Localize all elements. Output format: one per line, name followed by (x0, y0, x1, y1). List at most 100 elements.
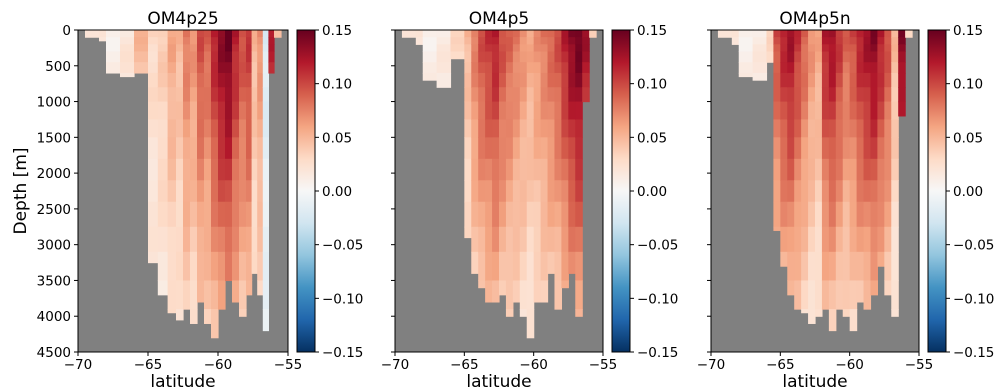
y-axis-label: Depth [m] (11, 147, 31, 234)
heatmap-cell (211, 101, 219, 121)
heatmap-cell (512, 44, 521, 53)
heatmap-cell (821, 180, 830, 203)
heatmap-cell (257, 280, 264, 296)
heatmap-cell (211, 51, 219, 63)
heatmap-cell (554, 30, 562, 38)
heatmap-cell (561, 280, 569, 289)
axes-frame (77, 29, 289, 353)
heatmap-cell (554, 137, 562, 160)
heatmap-cell (197, 87, 205, 103)
heatmap-cell (464, 62, 472, 74)
heatmap-cell (505, 201, 514, 228)
heatmap-cell (554, 119, 562, 138)
heatmap-cell (505, 72, 514, 88)
heatmap-cell (766, 37, 774, 45)
heatmap-cell (808, 201, 816, 228)
heatmap-cell (794, 158, 802, 181)
heatmap-cell (225, 72, 233, 88)
heatmap-cell (471, 101, 479, 121)
heatmap-cell (211, 280, 219, 310)
heatmap-cell (246, 137, 253, 160)
heatmap-cell (232, 251, 240, 282)
heatmap-cell (835, 44, 844, 53)
heatmap-cell (251, 226, 258, 253)
heatmap-cell (575, 251, 583, 282)
heatmap-cell (842, 226, 851, 253)
heatmap-cell (547, 37, 556, 45)
heatmap-cell (257, 251, 264, 282)
heatmap-cell (505, 30, 514, 38)
heatmap-cell (575, 44, 583, 53)
heatmap-cell (794, 30, 802, 38)
heatmap-cell (485, 180, 493, 203)
heatmap-cell (835, 137, 844, 160)
heatmap-cell (232, 72, 240, 88)
heatmap-cell (752, 51, 768, 63)
heatmap-cell (464, 72, 472, 88)
heatmap-cell (492, 30, 500, 38)
heatmap-cell (877, 51, 885, 63)
heatmap-cell (780, 62, 788, 74)
heatmap-cell (268, 37, 275, 45)
heatmap-cell (246, 37, 253, 45)
heatmap-cell (512, 37, 521, 45)
heatmap-cell (167, 119, 177, 138)
colorbar-tick-label: −0.15 (637, 345, 678, 361)
heatmap-cell (526, 158, 535, 181)
heatmap-cell (884, 62, 892, 74)
heatmap-cell (204, 180, 212, 203)
heatmap-cell (863, 280, 872, 310)
heatmap-cell (225, 180, 233, 203)
heatmap-cell (499, 180, 507, 203)
heatmap-cell (849, 87, 858, 103)
heatmap-cell (148, 119, 159, 138)
heatmap-cell (835, 37, 844, 45)
colorbar-tick-label: 0.15 (322, 23, 352, 39)
heatmap-cell (773, 72, 781, 88)
heatmap-cell (780, 137, 788, 160)
heatmap-cell (512, 201, 521, 228)
heatmap-cell (176, 51, 184, 63)
heatmap-cell (870, 280, 878, 296)
heatmap-cell (197, 280, 205, 303)
heatmap-cell (787, 119, 795, 138)
heatmap-cell (190, 37, 198, 45)
axes-frame (710, 29, 920, 353)
heatmap-cell (884, 30, 892, 38)
heatmap-cell (891, 201, 899, 228)
heatmap-cell (842, 37, 851, 45)
heatmap-cell (856, 37, 865, 45)
heatmap-cell (828, 87, 837, 103)
heatmap-cell (808, 51, 816, 63)
heatmap-cell (225, 251, 233, 282)
heatmap-cell (204, 251, 212, 282)
heatmap-cell (547, 119, 556, 138)
heatmap-cell (780, 158, 788, 181)
heatmap-cell (835, 201, 844, 228)
heatmap-cell (268, 51, 275, 63)
heatmap-cell (773, 101, 781, 121)
heatmap-cell (485, 72, 493, 88)
heatmap-cell (849, 51, 858, 63)
heatmap-cell (204, 30, 212, 38)
heatmap-cell (575, 280, 583, 310)
heatmap-cell (167, 101, 177, 121)
heatmap-cell (471, 119, 479, 138)
heatmap-cell (808, 87, 816, 103)
heatmap-cell (167, 51, 177, 63)
heatmap-cell (849, 72, 858, 88)
heatmap-cell (167, 201, 177, 228)
heatmap-cell (268, 44, 275, 53)
heatmap-cell (828, 280, 837, 310)
heatmap-cell (251, 51, 258, 63)
heatmap-cell (540, 119, 549, 138)
heatmap-cell (197, 137, 205, 160)
colorbar-tick-label: 0.00 (637, 184, 667, 200)
heatmap-cell (815, 309, 823, 317)
heatmap-cell (505, 226, 514, 253)
heatmap-cell (738, 72, 754, 78)
heatmap-cell (884, 226, 892, 253)
heatmap-cell (450, 37, 465, 45)
heatmap-cell (884, 51, 892, 63)
heatmap-cell (561, 37, 569, 45)
